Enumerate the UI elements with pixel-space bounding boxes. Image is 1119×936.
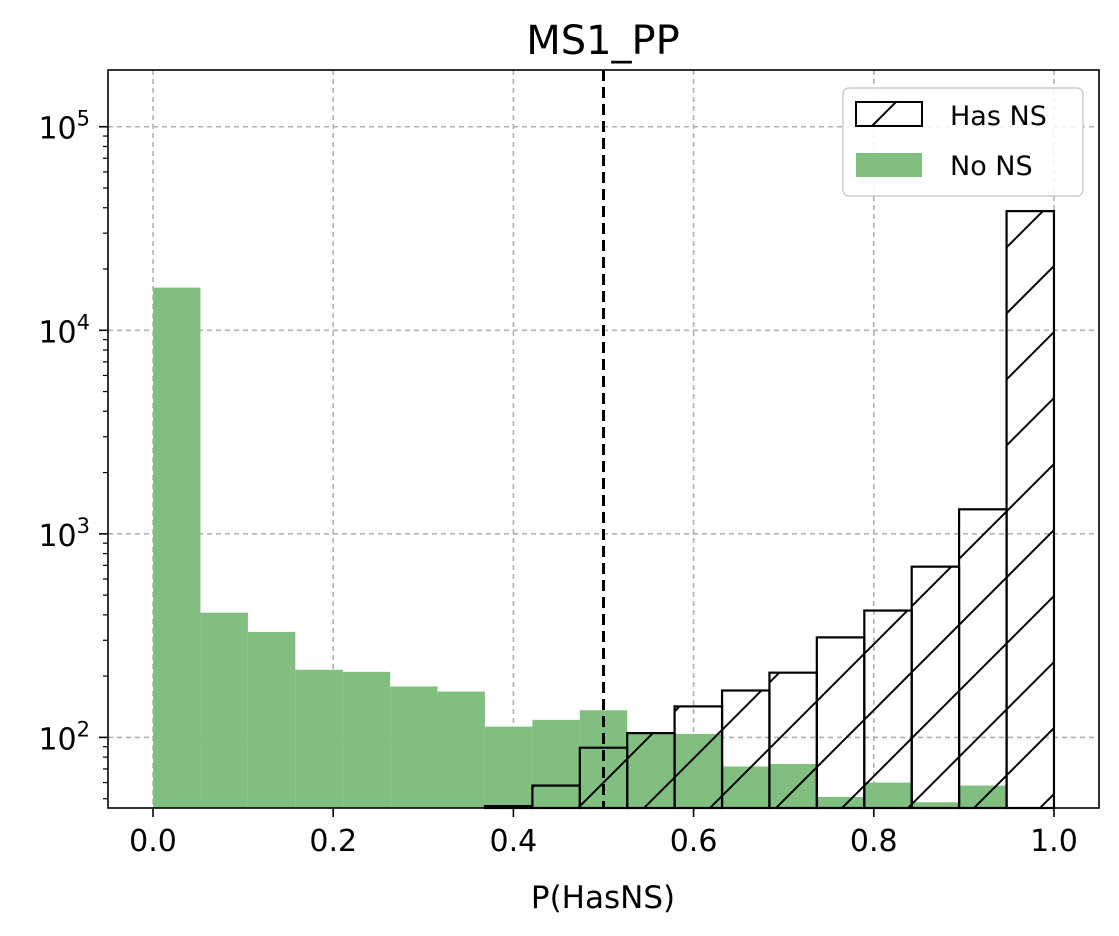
x-tick-label: 0.8 — [850, 824, 898, 859]
legend-swatch-has-ns — [855, 101, 923, 127]
has-ns-bar — [1005, 210, 1056, 810]
no-ns-bar — [390, 686, 438, 808]
no-ns-bar — [484, 726, 533, 808]
no-ns-bar — [247, 631, 296, 808]
legend-label-no-ns: No NS — [950, 151, 1033, 182]
y-tick-label: 103 — [38, 514, 90, 554]
legend-swatch-no-ns — [856, 153, 922, 177]
tick-labels: 0.0 0.2 0.4 0.6 0.8 1.0 102 103 104 105 — [38, 107, 1077, 859]
has-ns-bar — [768, 671, 818, 810]
has-ns-bar — [957, 508, 1008, 810]
no-ns-bar — [295, 669, 343, 808]
has-ns-bar — [863, 609, 913, 810]
y-tick-label: 102 — [38, 717, 90, 757]
y-tick-label: 104 — [38, 310, 90, 350]
no-ns-bar — [437, 691, 485, 808]
has-ns-bar — [673, 705, 724, 810]
has-ns-bar — [815, 636, 866, 810]
x-tick-label: 0.0 — [129, 824, 177, 859]
no-ns-bar — [342, 671, 391, 808]
x-tick-label: 0.4 — [490, 824, 538, 859]
x-tick-label: 0.2 — [309, 824, 357, 859]
chart-title: MS1_PP — [526, 18, 680, 64]
y-tick-label: 105 — [38, 107, 90, 147]
axis-ticks — [99, 125, 1055, 817]
x-tick-label: 0.6 — [670, 824, 718, 859]
legend: Has NS No NS — [842, 87, 1084, 197]
has-ns-bar — [626, 731, 676, 810]
x-axis-label: P(HasNS) — [531, 880, 675, 916]
no-ns-bar — [153, 287, 201, 808]
has-ns-bar — [531, 784, 581, 810]
no-ns-bar — [200, 612, 248, 808]
legend-label-has-ns: Has NS — [950, 101, 1047, 132]
legend-swatch-hatch — [871, 101, 897, 127]
plot-frame — [107, 69, 1100, 809]
x-tick-label: 1.0 — [1030, 824, 1078, 859]
has-ns-bar — [720, 689, 771, 810]
has-ns-bar — [910, 565, 961, 810]
